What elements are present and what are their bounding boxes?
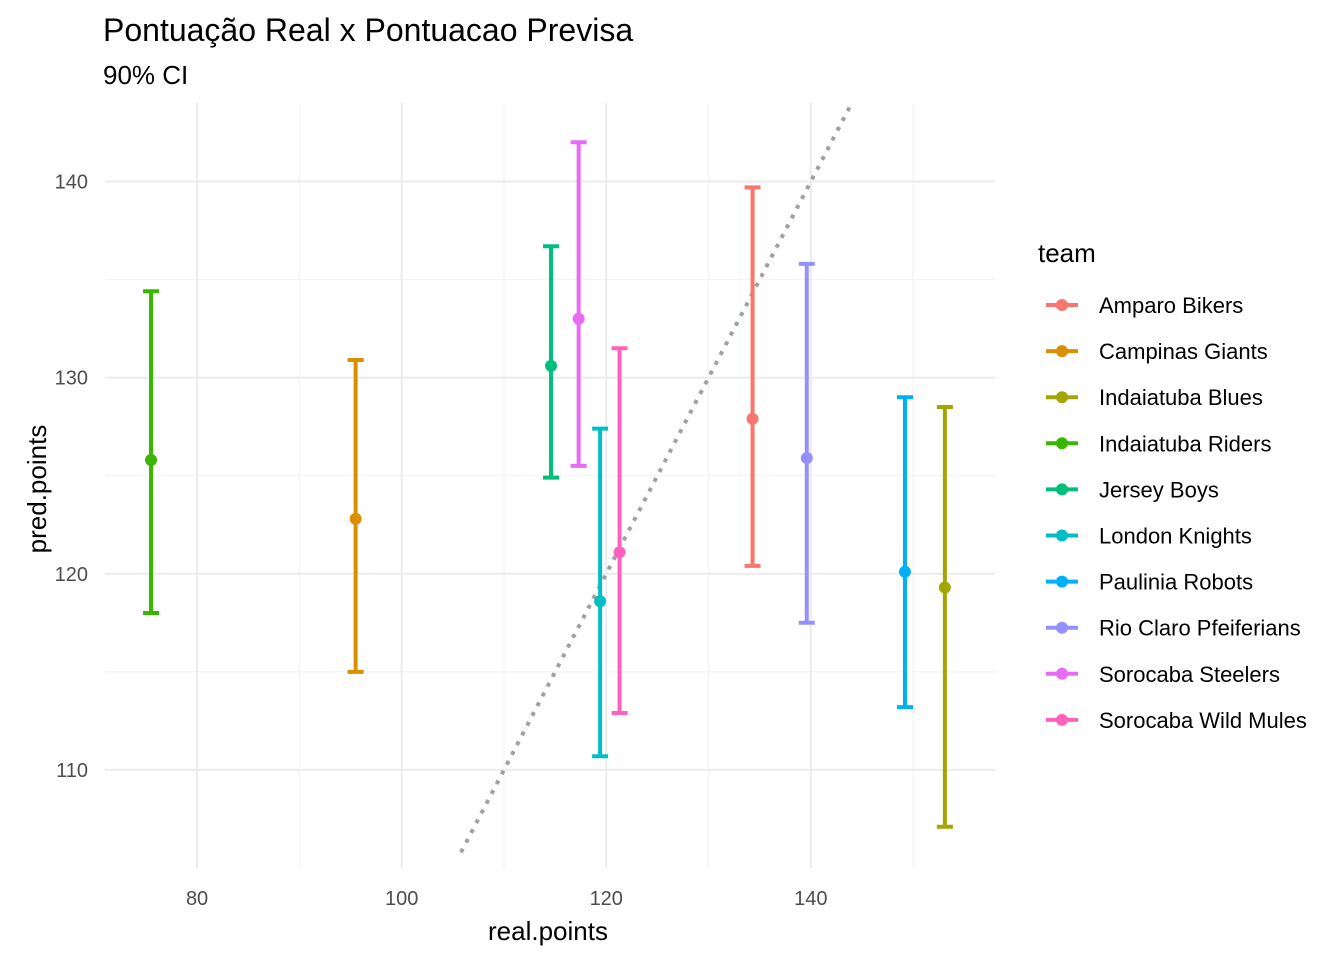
legend-label: Indaiatuba Riders (1099, 431, 1271, 456)
legend-item: Indaiatuba Blues (1046, 385, 1263, 410)
legend-item: London Knights (1046, 524, 1252, 549)
legend-key-point (1056, 575, 1068, 588)
legend-item: Paulinia Robots (1046, 570, 1253, 595)
errorbar-paulinia-robots (896, 395, 913, 710)
legend-label: Sorocaba Wild Mules (1099, 708, 1307, 733)
errorbars (143, 140, 953, 829)
y-tick-label: 140 (55, 171, 88, 193)
legend-key-point (1056, 713, 1068, 726)
legend-key-point (1056, 437, 1068, 450)
legend-items: Amparo Bikers Campinas Giants Indaiatuba B… (1046, 293, 1307, 733)
legend-label: Campinas Giants (1099, 339, 1268, 364)
errorbar-amparo-bikers (744, 185, 761, 568)
legend-key-point (1056, 345, 1068, 358)
point (938, 581, 951, 594)
point (746, 412, 759, 425)
legend-key-point (1056, 391, 1068, 404)
legend-item: Rio Claro Pfeiferians (1046, 616, 1301, 641)
chart-subtitle: 90% CI (103, 60, 188, 90)
minor-gridlines (105, 103, 995, 868)
errorbar-sorocaba-wild-mules (611, 346, 628, 716)
legend-key-point (1056, 529, 1068, 542)
legend-item: Amparo Bikers (1046, 293, 1243, 318)
legend-item: Jersey Boys (1046, 477, 1219, 502)
point (800, 452, 813, 465)
point (898, 565, 911, 578)
x-tick-label: 120 (590, 888, 623, 910)
legend-label: London Knights (1099, 524, 1252, 549)
legend-item: Indaiatuba Riders (1046, 431, 1271, 456)
legend-item: Sorocaba Steelers (1046, 662, 1280, 687)
legend-label: Indaiatuba Blues (1099, 385, 1263, 410)
y-tick-label: 130 (55, 368, 88, 390)
x-axis-title: real.points (488, 916, 608, 946)
x-axis-ticks: 80 100 120 140 (186, 888, 828, 910)
point (545, 359, 558, 372)
x-tick-label: 100 (385, 888, 418, 910)
legend: team Amparo Bikers Campinas Giants Indaiat… (1038, 238, 1307, 733)
legend-key-point (1056, 667, 1068, 680)
errorbar-london-knights (592, 426, 609, 759)
point (572, 312, 585, 325)
legend-label: Sorocaba Steelers (1099, 662, 1280, 687)
legend-label: Paulinia Robots (1099, 570, 1253, 595)
point (613, 546, 626, 559)
major-gridlines (105, 103, 995, 868)
legend-item: Campinas Giants (1046, 339, 1268, 364)
legend-key-point (1056, 299, 1068, 311)
legend-key-point (1056, 621, 1068, 634)
legend-key-point (1056, 483, 1068, 496)
legend-label: Rio Claro Pfeiferians (1099, 616, 1301, 641)
legend-item: Sorocaba Wild Mules (1046, 708, 1307, 733)
legend-label: Jersey Boys (1099, 477, 1219, 502)
legend-label: Amparo Bikers (1099, 293, 1243, 318)
x-tick-label: 80 (186, 888, 208, 910)
errorbar-indaiatuba-riders (143, 289, 160, 615)
point (594, 595, 607, 608)
errorbar-rio-claro-pfeiferians (798, 261, 815, 625)
chart-title: Pontuação Real x Pontuacao Previsa (103, 12, 633, 48)
point (145, 454, 158, 466)
legend-title: team (1038, 238, 1096, 268)
errorbar-jersey-boys (543, 244, 560, 480)
errorbar-campinas-giants (347, 357, 364, 674)
y-axis-title: pred.points (22, 425, 52, 554)
reference-line (459, 102, 854, 854)
y-axis-ticks: 110 120 130 140 (55, 171, 88, 781)
errorbar-indaiatuba-blues (936, 405, 953, 829)
point (349, 512, 362, 525)
y-tick-label: 120 (55, 564, 88, 586)
identity-line (459, 102, 854, 854)
errorbar-sorocaba-steelers (570, 140, 587, 468)
x-tick-label: 140 (794, 888, 827, 910)
y-tick-label: 110 (56, 760, 88, 782)
plot-panel (105, 102, 995, 868)
